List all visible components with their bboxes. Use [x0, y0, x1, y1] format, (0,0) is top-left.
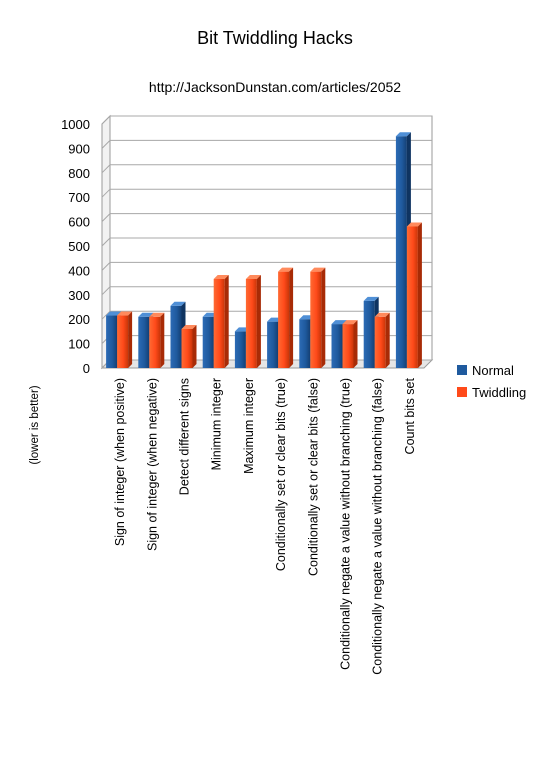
y-tick-label: 1000 — [61, 117, 90, 132]
category-label: Minimum integer — [210, 378, 224, 470]
grid-line — [101, 164, 432, 174]
bar-twiddling — [374, 312, 390, 368]
y-tick-label: 100 — [68, 337, 90, 352]
grid-line — [101, 139, 432, 149]
legend-item-twiddling: Twiddling — [457, 385, 526, 400]
bar-twiddling — [406, 222, 422, 368]
bar-twiddling — [245, 274, 261, 368]
grid-line — [101, 213, 432, 222]
legend-label: Twiddling — [472, 385, 526, 400]
y-tick-label: 600 — [68, 215, 90, 230]
legend-item-normal: Normal — [457, 363, 514, 378]
bar-twiddling — [213, 274, 229, 368]
bar-twiddling — [342, 320, 358, 368]
legend-swatch — [457, 387, 467, 397]
bar-twiddling — [149, 312, 165, 368]
y-tick-label: 200 — [68, 312, 90, 327]
category-label: Conditionally set or clear bits (false) — [306, 378, 320, 576]
bar-twiddling — [181, 324, 197, 368]
category-label: Conditionally negate a value without bra… — [339, 378, 353, 670]
chart-subtitle: http://JacksonDunstan.com/articles/2052 — [149, 79, 401, 95]
y-tick-label: 500 — [68, 239, 90, 254]
grid-line — [101, 188, 432, 198]
legend-swatch — [457, 365, 467, 375]
category-label: Detect different signs — [178, 378, 192, 495]
grid-line — [101, 115, 432, 125]
chart-title: Bit Twiddling Hacks — [197, 28, 353, 48]
y-tick-label: 0 — [83, 361, 90, 376]
bar-twiddling — [310, 267, 326, 368]
grid-line — [101, 237, 432, 247]
category-label: Maximum integer — [242, 378, 256, 474]
legend-label: Normal — [472, 363, 514, 378]
y-tick-label: 700 — [68, 190, 90, 205]
bar-twiddling — [278, 267, 294, 368]
y-tick-label: 900 — [68, 141, 90, 156]
category-label: Count bits set — [403, 377, 417, 454]
y-tick-label: 300 — [68, 288, 90, 303]
category-label: Sign of integer (when positive) — [113, 378, 127, 546]
y-tick-label: 800 — [68, 166, 90, 181]
y-tick-label: 400 — [68, 263, 90, 278]
category-label: Sign of integer (when negative) — [145, 378, 159, 551]
bar-twiddling — [117, 311, 133, 368]
y-axis-label: (lower is better) — [29, 385, 41, 464]
category-label: Conditionally negate a value without bra… — [371, 378, 385, 675]
grid-line — [101, 261, 432, 271]
category-label: Conditionally set or clear bits (true) — [274, 378, 288, 571]
